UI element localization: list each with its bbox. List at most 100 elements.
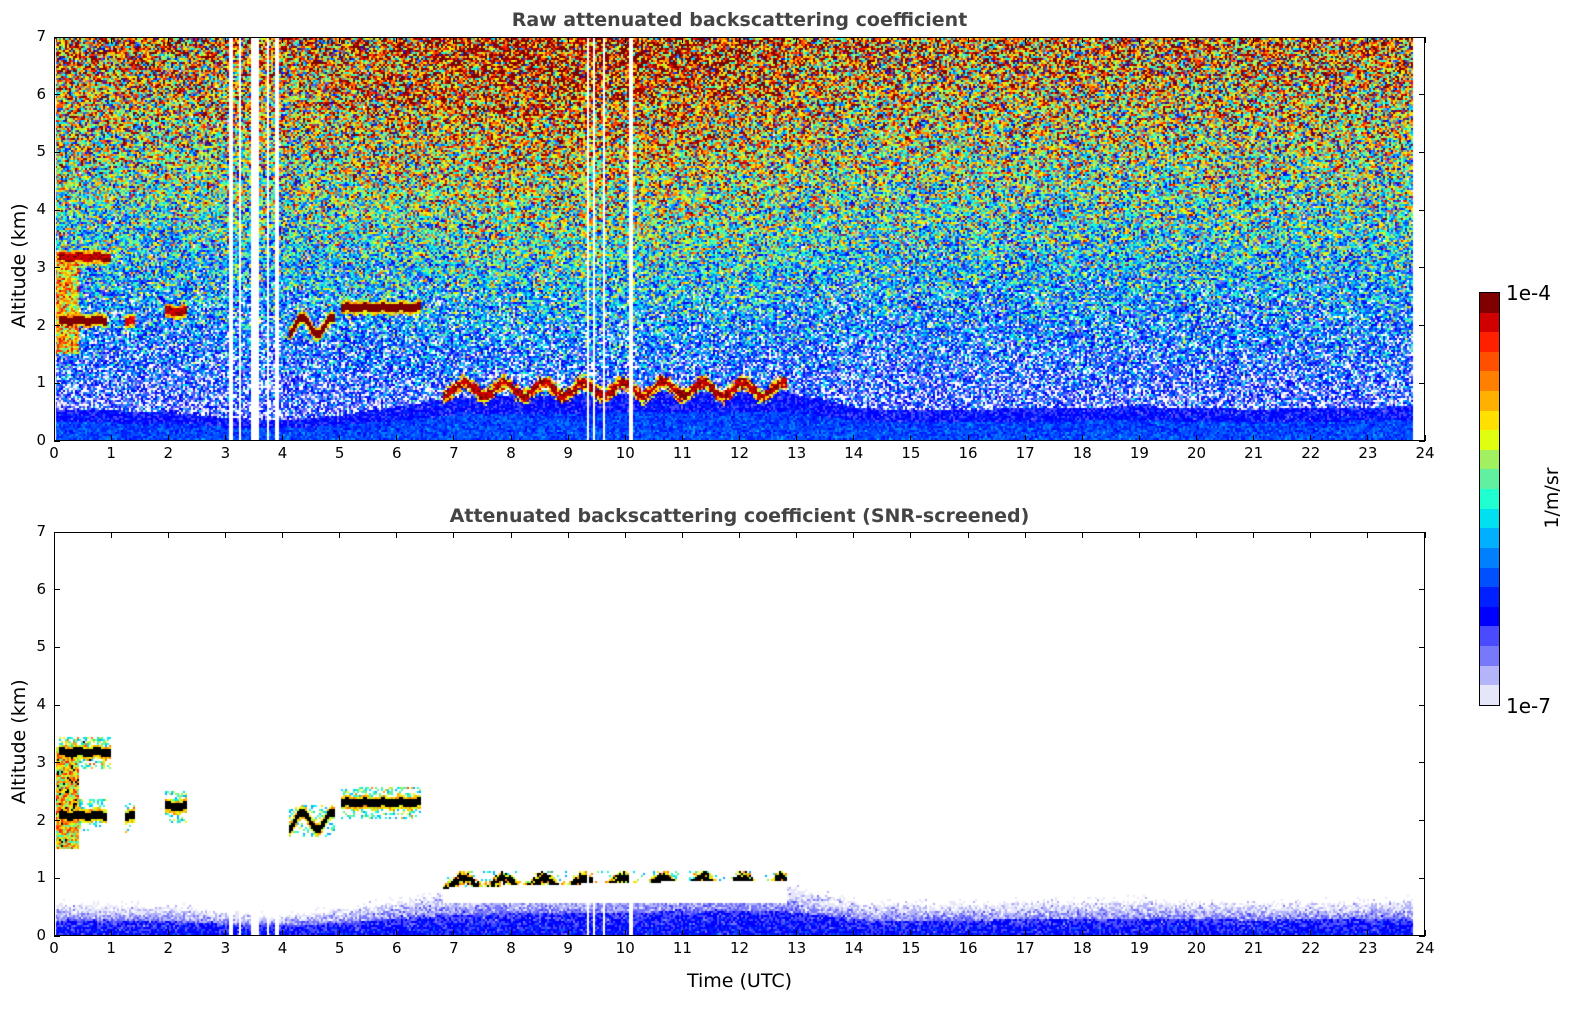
y-tick — [1419, 877, 1425, 879]
y-tick-label: 4 — [36, 695, 46, 714]
x-tick — [739, 930, 740, 936]
x-tick — [1253, 930, 1255, 936]
y-tick — [54, 36, 60, 38]
x-tick — [224, 435, 226, 441]
x-tick — [624, 37, 626, 43]
y-tick — [54, 151, 60, 153]
x-tick — [53, 532, 55, 538]
x-tick — [339, 37, 341, 43]
x-tick-label: 7 — [449, 444, 459, 462]
x-tick — [853, 532, 855, 538]
colorbar-max-label: 1e-4 — [1506, 281, 1551, 305]
x-tick-label: 12 — [729, 939, 750, 957]
raw-heatmap-canvas — [55, 38, 1424, 440]
y-tick — [1419, 935, 1425, 937]
x-tick-label: 2 — [163, 939, 174, 957]
y-tick-label: 6 — [36, 84, 46, 103]
y-tick — [54, 589, 60, 591]
x-tick-label: 13 — [787, 939, 807, 957]
y-tick — [54, 877, 60, 879]
y-tick — [54, 935, 60, 937]
x-tick — [1196, 37, 1197, 43]
x-tick — [739, 532, 740, 538]
colorbar-segment — [1480, 547, 1499, 568]
x-tick — [681, 37, 683, 43]
x-tick — [1081, 37, 1083, 43]
x-tick — [224, 37, 226, 43]
x-tick — [453, 930, 455, 936]
x-tick — [1310, 435, 1312, 441]
x-tick — [110, 37, 112, 43]
x-tick — [967, 532, 969, 538]
x-tick-label: 11 — [672, 939, 692, 957]
x-tick — [1310, 37, 1312, 43]
y-tick — [1419, 94, 1425, 96]
x-tick — [453, 532, 455, 538]
bottom-chart-title: Attenuated backscattering coefficient (S… — [449, 505, 1030, 527]
y-tick — [54, 94, 60, 96]
colorbar-segment — [1480, 665, 1499, 686]
x-tick-label: 1 — [106, 444, 116, 462]
x-tick — [1138, 930, 1140, 936]
y-tick-label: 5 — [36, 637, 46, 656]
x-tick-label: 0 — [49, 444, 59, 462]
x-tick — [1138, 435, 1140, 441]
colorbar-segment — [1480, 312, 1499, 333]
x-tick — [1196, 532, 1197, 538]
x-tick — [453, 435, 455, 441]
x-tick — [396, 37, 398, 43]
x-tick — [53, 930, 55, 936]
x-tick — [339, 930, 341, 936]
x-tick — [1367, 435, 1369, 441]
y-tick — [1419, 704, 1425, 706]
y-tick — [1419, 440, 1425, 442]
x-tick-label: 18 — [1072, 939, 1092, 957]
x-tick — [910, 930, 912, 936]
x-tick — [167, 532, 169, 538]
x-tick — [110, 532, 112, 538]
x-tick — [853, 435, 855, 441]
x-tick-label: 8 — [506, 444, 516, 462]
x-tick — [396, 532, 398, 538]
y-tick — [1419, 820, 1425, 822]
x-tick-label: 17 — [1015, 939, 1035, 957]
x-tick-label: 24 — [1415, 444, 1435, 462]
x-tick-label: 12 — [729, 444, 750, 462]
x-tick — [167, 930, 169, 936]
raw-backscatter-heatmap — [54, 37, 1425, 441]
x-tick-label: 8 — [506, 939, 516, 957]
x-tick — [681, 435, 683, 441]
x-tick — [1024, 532, 1026, 538]
x-tick — [796, 930, 798, 936]
y-tick — [1419, 151, 1425, 153]
x-tick — [1024, 930, 1026, 936]
y-tick — [54, 646, 60, 648]
colorbar-segment — [1480, 606, 1499, 627]
y-tick-label: 0 — [36, 431, 46, 449]
colorbar-segment — [1480, 489, 1499, 509]
colorbar — [1479, 292, 1500, 706]
x-tick-label: 10 — [615, 939, 635, 957]
x-tick — [396, 930, 398, 936]
y-tick — [1419, 531, 1425, 533]
x-tick — [967, 435, 969, 441]
x-tick-label: 23 — [1358, 939, 1378, 957]
x-tick — [1310, 532, 1312, 538]
colorbar-segment — [1480, 587, 1499, 607]
x-tick — [1367, 532, 1369, 538]
x-tick — [110, 930, 112, 936]
x-tick-label: 10 — [615, 444, 635, 462]
colorbar-segment — [1480, 351, 1499, 372]
y-tick-label: 6 — [36, 579, 46, 598]
x-tick — [282, 532, 283, 538]
y-tick — [54, 531, 60, 533]
y-tick — [1419, 325, 1425, 327]
x-tick — [53, 435, 55, 441]
x-tick — [567, 532, 569, 538]
colorbar-segment — [1480, 449, 1499, 470]
x-tick-label: 15 — [901, 939, 921, 957]
x-tick — [1024, 37, 1026, 43]
x-tick — [224, 532, 226, 538]
x-tick — [967, 930, 969, 936]
y-tick-label: 1 — [36, 868, 46, 887]
